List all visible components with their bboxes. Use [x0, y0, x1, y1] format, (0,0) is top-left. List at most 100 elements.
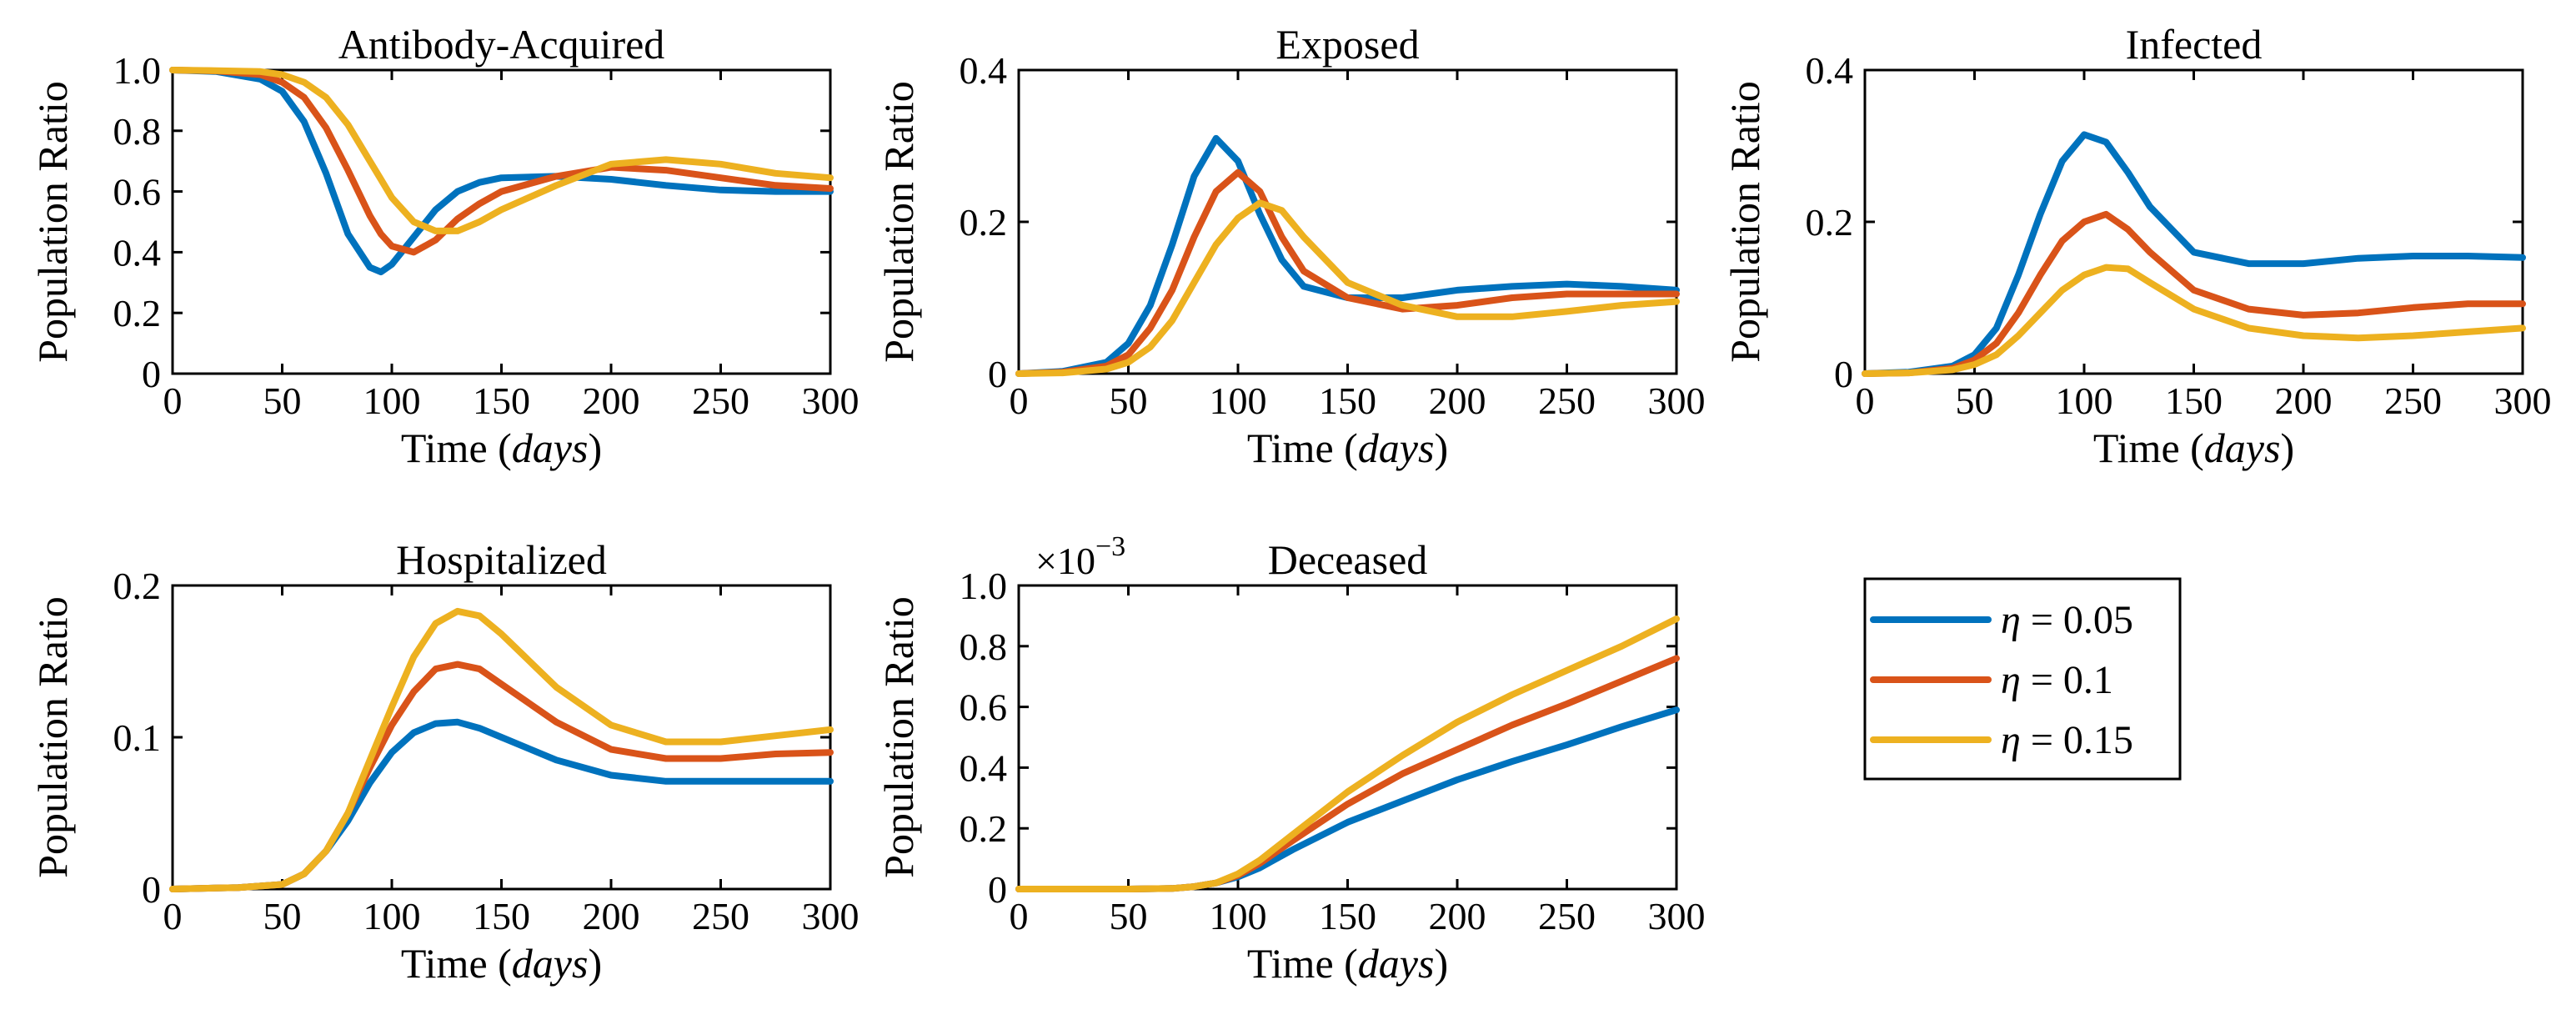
x-tick-label: 200 — [583, 379, 640, 422]
legend-label-1: η = 0.05 — [2001, 598, 2133, 642]
x-tick-label: 200 — [583, 895, 640, 937]
y-tick-label: 0.6 — [113, 171, 162, 214]
x-tick-label: 200 — [2275, 379, 2333, 422]
y-tick-label: 0.2 — [1806, 201, 1854, 244]
y-tick-label: 1.0 — [113, 49, 162, 92]
x-axis-label: Time (days) — [2093, 425, 2294, 471]
x-axis-label-unit: days — [512, 940, 589, 987]
panel-title: Infected — [2126, 21, 2263, 68]
panel-deceased: 0 50 100 150 200 250 300 0 0.2 0.4 0.6 0.8 1.0 Deceas… — [875, 531, 1706, 987]
legend-value: = 0.1 — [2021, 658, 2113, 702]
y-tick-label: 0.6 — [960, 686, 1008, 729]
x-tick-label: 300 — [802, 895, 860, 937]
x-axis-label-suffix: ) — [2280, 425, 2294, 471]
x-tick-label: 200 — [1429, 895, 1486, 937]
y-axis-label: Population Ratio — [29, 81, 76, 363]
exponent-label: ×10−3 — [1035, 531, 1125, 582]
y-tick-label: 0 — [988, 353, 1007, 395]
x-axis-label-prefix: Time ( — [1247, 425, 1358, 471]
x-tick-label: 0 — [163, 379, 183, 422]
panel-infected: 0 50 100 150 200 250 300 0 0.2 0.4 Infected Time (d… — [1722, 21, 2552, 471]
y-tick-label: 0.2 — [113, 292, 162, 334]
plot-frame — [1863, 68, 2524, 375]
x-tick-label: 0 — [1010, 895, 1029, 937]
legend-value: = 0.05 — [2021, 598, 2133, 642]
x-tick-label: 100 — [2056, 379, 2113, 422]
exponent-power: −3 — [1095, 531, 1125, 562]
y-tick-label: 0.4 — [960, 746, 1008, 789]
legend-symbol: η — [2001, 598, 2021, 642]
series-line-1 — [169, 67, 834, 276]
x-tick-label: 250 — [2384, 379, 2442, 422]
y-tick-label: 0.8 — [113, 110, 162, 153]
y-axis-label: Population Ratio — [29, 596, 76, 878]
plot-frame — [1017, 584, 1678, 891]
legend: η = 0.05η = 0.1 η = 0.15 — [1863, 577, 2182, 781]
y-axis-label: Population Ratio — [1722, 81, 1768, 363]
legend-label-3: η = 0.15 — [2001, 718, 2133, 762]
panel-exposed: 0 50 100 150 200 250 300 0 0.2 0.4 Exposed Time (da… — [875, 21, 1706, 471]
x-axis-label-unit: days — [1358, 940, 1435, 987]
x-axis-label-prefix: Time ( — [401, 425, 512, 471]
x-tick-label: 50 — [1110, 379, 1148, 422]
y-tick-label: 0.4 — [1806, 49, 1854, 92]
x-tick-label: 150 — [473, 895, 530, 937]
series-line-1 — [1862, 131, 2526, 377]
x-tick-label: 300 — [802, 379, 860, 422]
panel-hospitalized: 0 50 100 150 200 250 300 0 0.1 0.2 Hospitalized Tim… — [29, 536, 860, 987]
series-line-3 — [169, 607, 834, 892]
x-axis-label-suffix: ) — [1434, 940, 1448, 987]
panel-antibody-acquired: 0 50 100 150 200 250 300 0 0.2 0.4 0.6 0.8 1.0 Antibo… — [29, 21, 860, 471]
x-axis-label: Time (days) — [401, 425, 602, 471]
x-tick-label: 50 — [263, 379, 302, 422]
y-tick-label: 0.2 — [960, 201, 1008, 244]
y-tick-label: 0.8 — [960, 626, 1008, 668]
x-tick-label: 0 — [1010, 379, 1029, 422]
x-axis-label-prefix: Time ( — [2093, 425, 2204, 471]
y-tick-label: 0.1 — [113, 716, 162, 759]
y-axis-label: Population Ratio — [875, 596, 922, 878]
x-tick-label: 300 — [1648, 379, 1706, 422]
y-tick-label: 0.2 — [960, 807, 1008, 850]
series-line-2 — [1862, 210, 2526, 377]
x-axis-label-prefix: Time ( — [1247, 940, 1358, 987]
y-tick-label: 0 — [1834, 353, 1853, 395]
x-tick-label: 250 — [1538, 379, 1596, 422]
y-tick-label: 0.2 — [113, 565, 162, 607]
x-tick-label: 300 — [2494, 379, 2552, 422]
y-tick-label: 0 — [988, 868, 1007, 911]
series-line-2 — [169, 67, 834, 256]
x-axis-label-suffix: ) — [1434, 425, 1448, 471]
x-tick-label: 200 — [1429, 379, 1486, 422]
x-tick-label: 300 — [1648, 895, 1706, 937]
x-axis-label: Time (days) — [1247, 940, 1448, 987]
panel-title: Deceased — [1268, 536, 1428, 583]
y-tick-label: 0 — [142, 868, 161, 911]
x-tick-label: 250 — [1538, 895, 1596, 937]
x-tick-label: 150 — [2165, 379, 2223, 422]
x-tick-label: 0 — [163, 895, 183, 937]
x-axis-label-unit: days — [512, 425, 589, 471]
x-tick-label: 50 — [263, 895, 302, 937]
series-line-3 — [169, 67, 834, 234]
x-axis-label-suffix: ) — [588, 425, 602, 471]
series-line-3 — [1015, 199, 1680, 377]
x-tick-label: 0 — [1856, 379, 1875, 422]
x-axis-label-prefix: Time ( — [401, 940, 512, 987]
x-tick-label: 100 — [363, 379, 421, 422]
plot-frame — [171, 68, 832, 375]
x-axis-label: Time (days) — [1247, 425, 1448, 471]
x-axis-label: Time (days) — [401, 940, 602, 987]
x-tick-label: 100 — [1210, 895, 1267, 937]
x-tick-label: 250 — [692, 379, 749, 422]
x-axis-label-suffix: ) — [588, 940, 602, 987]
x-tick-label: 150 — [1319, 379, 1376, 422]
x-tick-label: 50 — [1110, 895, 1148, 937]
plot-frame — [1017, 68, 1678, 375]
panel-title: Exposed — [1275, 21, 1419, 68]
y-axis-label: Population Ratio — [875, 81, 922, 363]
x-tick-label: 250 — [692, 895, 749, 937]
x-tick-label: 100 — [1210, 379, 1267, 422]
y-tick-label: 0.4 — [960, 49, 1008, 92]
